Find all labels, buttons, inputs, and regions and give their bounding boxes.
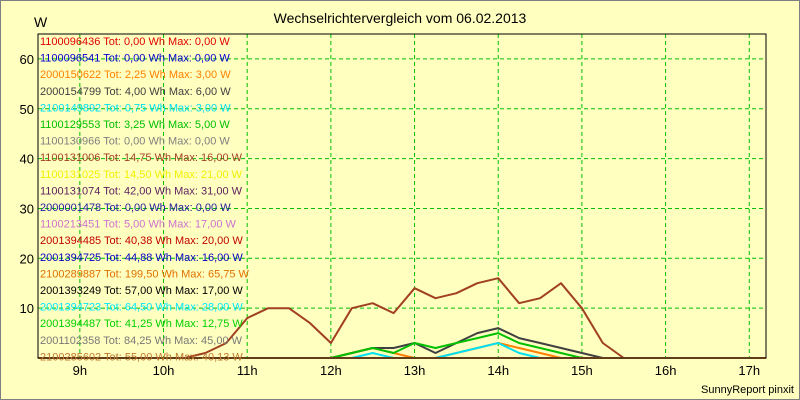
legend-entry: 2100149892 Tot: 0,75 Wh Max: 3,00 W bbox=[40, 102, 231, 114]
x-tick-label: 14h bbox=[487, 363, 509, 378]
legend-entry: 2001102358 Tot: 84,25 Wh Max: 45,00 W bbox=[40, 335, 243, 347]
x-tick-label: 17h bbox=[738, 363, 760, 378]
legend-entry: 1100213451 Tot: 5,00 Wh Max: 17,00 W bbox=[40, 219, 237, 231]
y-tick-label: 60 bbox=[20, 52, 34, 67]
legend-entry: 1100096436 Tot: 0,00 Wh Max: 0,00 W bbox=[40, 36, 230, 48]
legend-entry: 2001394485 Tot: 40,38 Wh Max: 20,00 W bbox=[40, 235, 243, 247]
x-tick-label: 11h bbox=[237, 363, 258, 378]
y-tick-label: 40 bbox=[20, 152, 34, 167]
legend-entry: 1100096541 Tot: 0,00 Wh Max: 0,00 W bbox=[40, 53, 230, 65]
legend-entry: 1100131006 Tot: 14,75 Wh Max: 16,00 W bbox=[40, 152, 243, 164]
x-tick-label: 13h bbox=[404, 363, 426, 378]
chart-title: Wechselrichtervergleich vom 06.02.2013 bbox=[273, 10, 527, 26]
legend-entry: 1100129553 Tot: 3,25 Wh Max: 5,00 W bbox=[40, 119, 230, 131]
legend-entry: 2001394487 Tot: 41,25 Wh Max: 12,75 W bbox=[40, 318, 243, 330]
x-tick-label: 15h bbox=[571, 363, 593, 378]
y-tick-label: 20 bbox=[20, 251, 34, 266]
x-tick-label: 9h bbox=[73, 363, 87, 378]
y-tick-label: 30 bbox=[20, 201, 34, 216]
legend-entry: 2100285602 Tot: 55,00 Wh Max: 40,13 W bbox=[40, 351, 243, 363]
legend-entry: 2001394725 Tot: 44,88 Wh Max: 16,00 W bbox=[40, 252, 243, 264]
legend-entry: 2000001478 Tot: 0,00 Wh Max: 0,00 W bbox=[40, 202, 231, 214]
x-tick-label: 10h bbox=[153, 363, 175, 378]
y-axis-unit: W bbox=[34, 14, 48, 30]
legend-entry: 2000150622 Tot: 2,25 Wh Max: 3,00 W bbox=[40, 69, 231, 81]
footer-credit: SunnyReport pinxit bbox=[701, 384, 794, 396]
y-tick-label: 50 bbox=[20, 102, 34, 117]
plot-border bbox=[37, 33, 767, 359]
axes: 9h 10h 11h 12h 13h 14h 15h 16h 17h 10 20 30 40 50 60 bbox=[20, 33, 767, 378]
legend-entry: 2000154799 Tot: 4,00 Wh Max: 6,00 W bbox=[40, 86, 231, 98]
legend-entry: 2001393249 Tot: 57,00 Wh Max: 17,00 W bbox=[40, 285, 243, 297]
legend-entry: 2001394723 Tot: 64,50 Wh Max: 28,00 W bbox=[40, 302, 243, 314]
legend-entry: 1100131025 Tot: 14,50 Wh Max: 21,00 W bbox=[40, 169, 243, 181]
x-tick-label: 12h bbox=[320, 363, 342, 378]
legend: 1100096436 Tot: 0,00 Wh Max: 0,00 W 11000… bbox=[40, 36, 250, 363]
y-tick-label: 10 bbox=[20, 301, 34, 316]
x-tick-label: 16h bbox=[655, 363, 677, 378]
legend-entry: 2100289887 Tot: 199,50 Wh Max: 65,75 W bbox=[40, 268, 250, 280]
legend-entry: 1100131074 Tot: 42,00 Wh Max: 31,00 W bbox=[40, 185, 243, 197]
grid-lines bbox=[38, 34, 766, 358]
legend-entry: 1100130966 Tot: 0,00 Wh Max: 0,00 W bbox=[40, 136, 230, 148]
